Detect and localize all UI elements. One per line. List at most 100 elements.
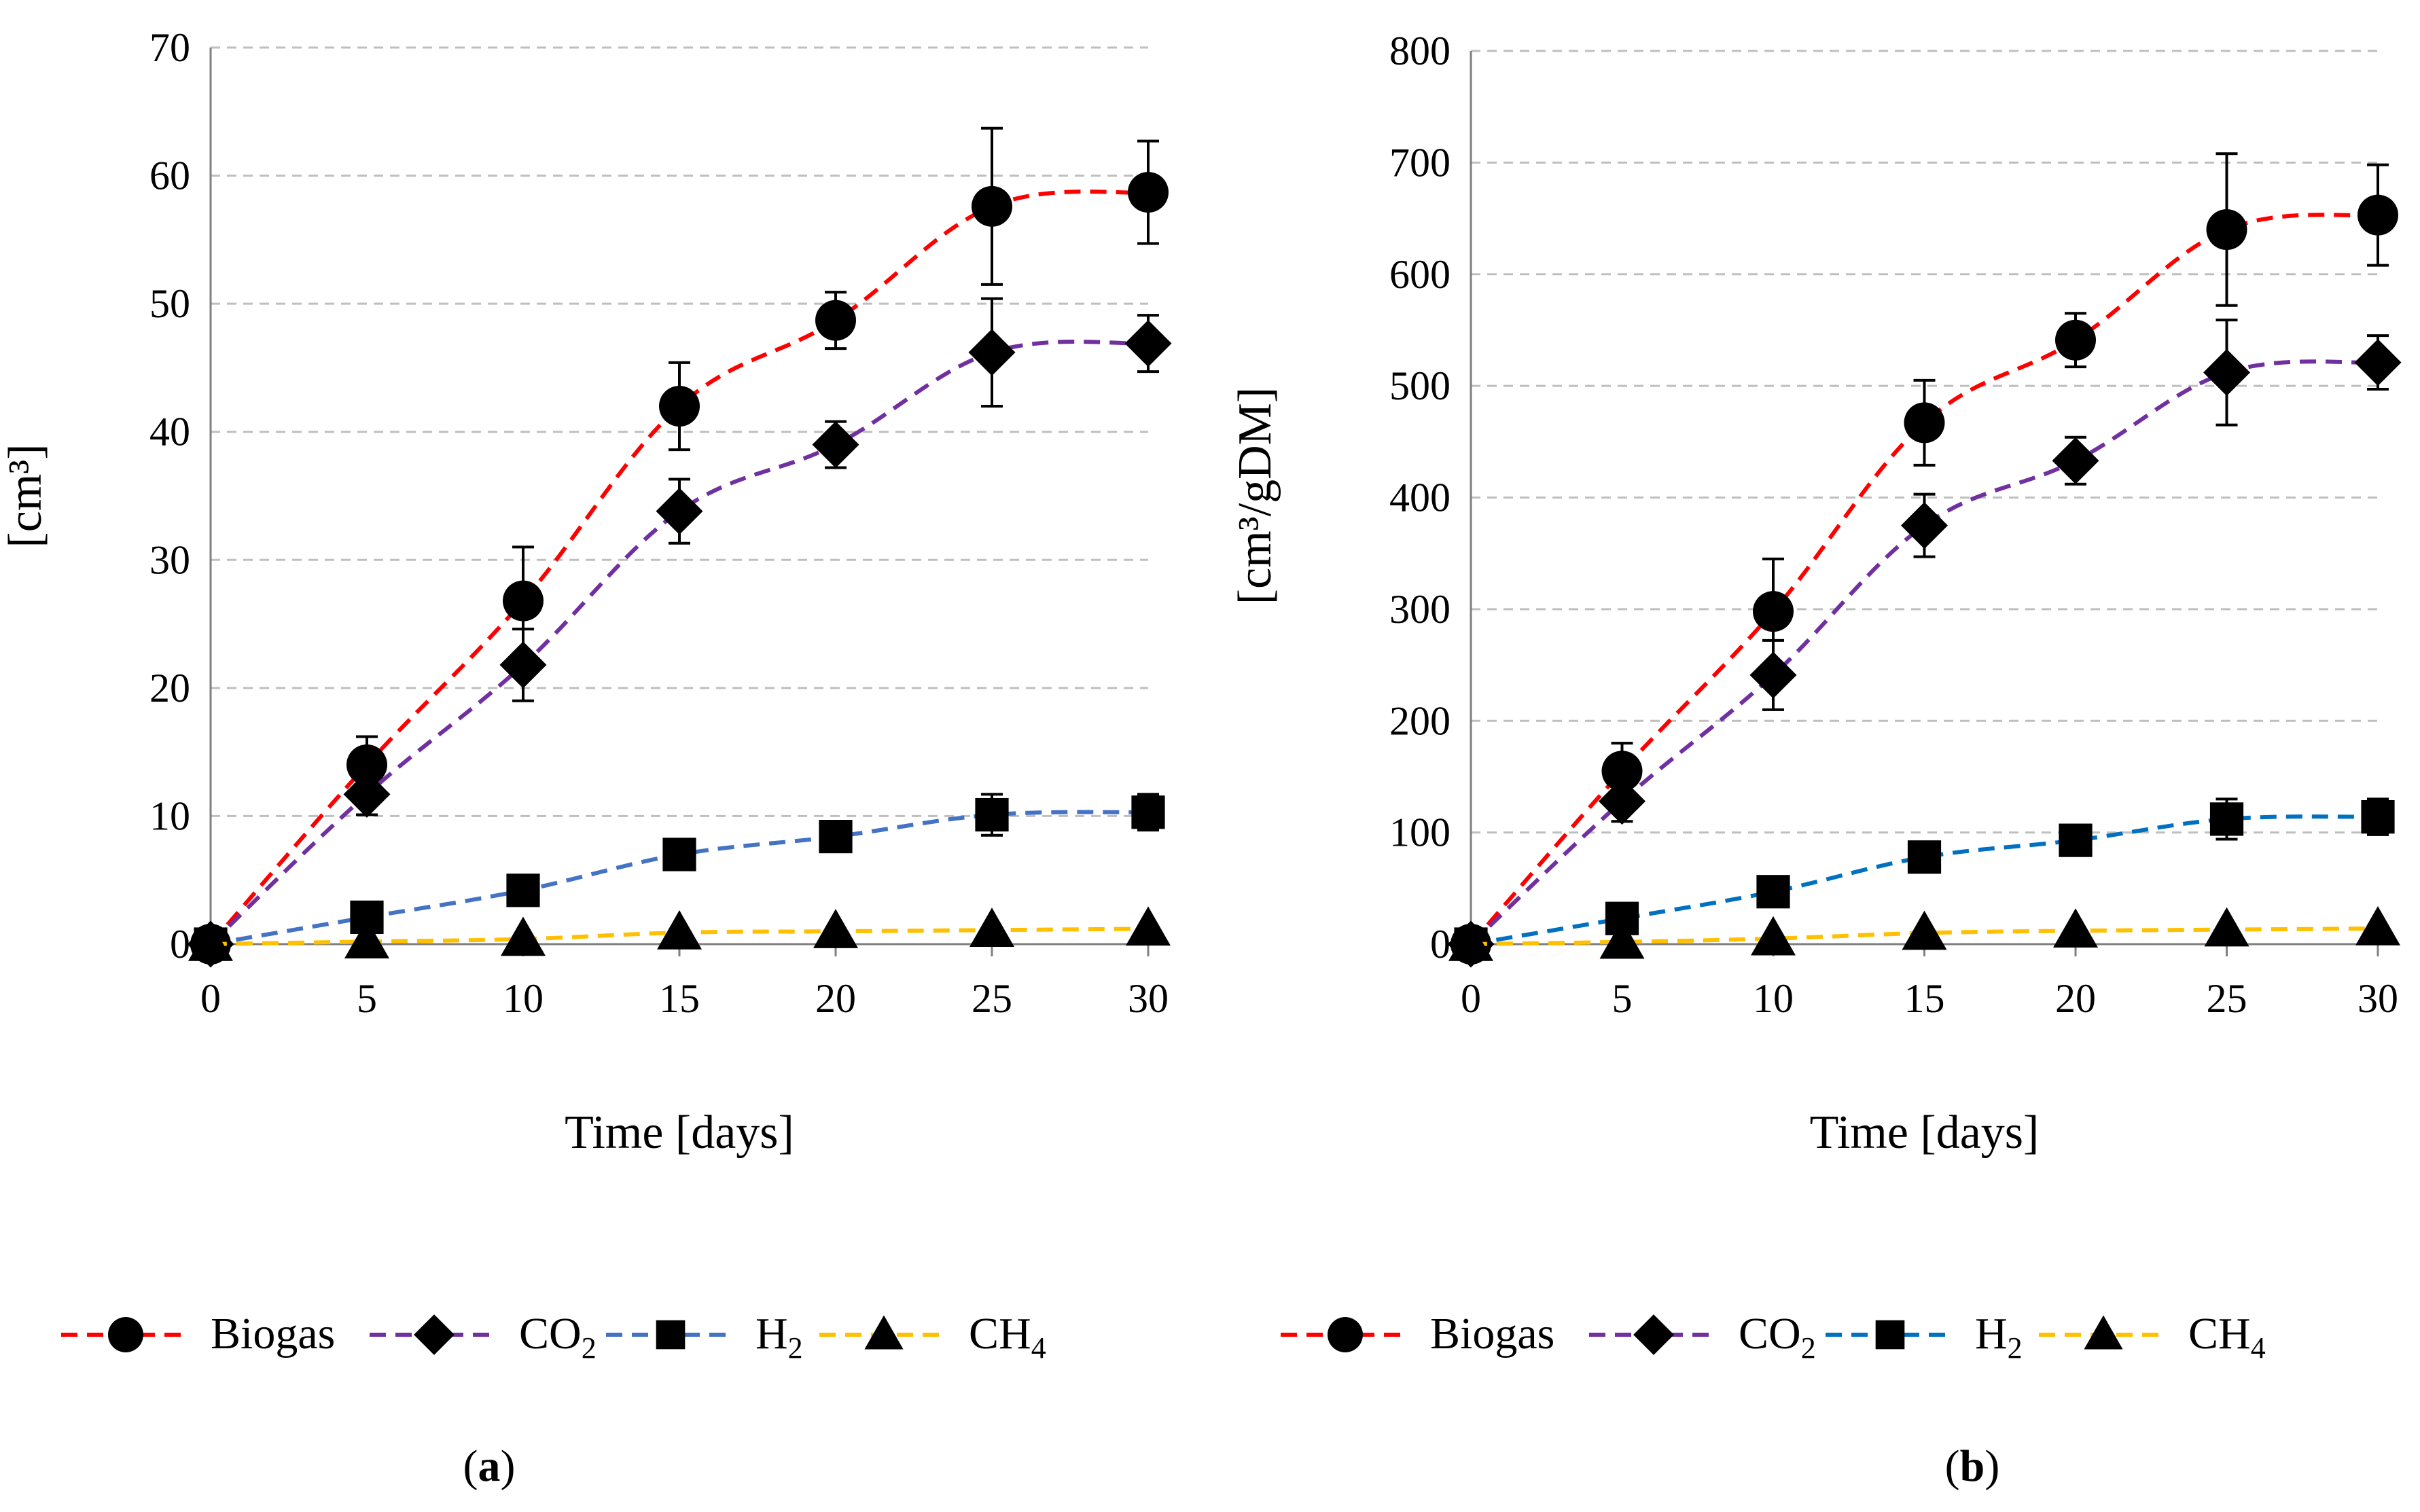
legend-item-h2: H2 xyxy=(1826,1309,2023,1365)
data-point-co2 xyxy=(1124,320,1172,367)
data-point-h2 xyxy=(2361,800,2395,834)
data-point-co2 xyxy=(812,421,859,469)
legend-marker xyxy=(656,1320,686,1350)
legend-label: H2 xyxy=(755,1309,803,1365)
x-tick-label: 0 xyxy=(200,976,221,1021)
x-tick-label: 10 xyxy=(503,976,544,1021)
data-point-ch4 xyxy=(344,919,389,958)
y-tick-label: 0 xyxy=(170,922,190,967)
data-point-biogas xyxy=(2206,209,2247,250)
data-point-ch4 xyxy=(1902,910,1947,950)
panel-label: (b) xyxy=(1945,1441,2000,1491)
data-point-ch4 xyxy=(969,907,1014,948)
x-tick-label: 10 xyxy=(1753,976,1794,1021)
y-tick-label: 600 xyxy=(1389,252,1451,297)
y-tick-label: 50 xyxy=(149,281,190,326)
legend-label: CH4 xyxy=(969,1309,1046,1365)
data-point-co2 xyxy=(656,488,703,535)
x-axis-title: Time [days] xyxy=(565,1106,794,1159)
data-point-h2 xyxy=(1131,795,1165,829)
legend-item-ch4: CH4 xyxy=(2039,1309,2266,1365)
legend-marker xyxy=(1633,1314,1674,1355)
y-tick-label: 20 xyxy=(149,666,190,710)
x-tick-label: 5 xyxy=(1612,976,1633,1021)
data-point-biogas xyxy=(503,580,544,622)
legend-item-biogas: Biogas xyxy=(1281,1309,1554,1358)
legend-label: Biogas xyxy=(211,1309,335,1358)
data-point-biogas xyxy=(815,300,856,341)
y-tick-label: 60 xyxy=(149,154,190,198)
y-axis-title: [cm³/gDM] xyxy=(1229,387,1281,605)
data-point-co2 xyxy=(968,329,1016,376)
legend: Biogas CO2 H2 CH4 xyxy=(61,1309,1046,1365)
series-ch4 xyxy=(1448,905,2400,961)
y-tick-label: 40 xyxy=(149,410,190,454)
data-point-h2 xyxy=(1907,840,1942,874)
legend-marker xyxy=(108,1317,143,1352)
data-point-h2 xyxy=(1756,875,1790,909)
data-point-co2 xyxy=(1749,651,1797,699)
legend-marker xyxy=(1328,1317,1363,1352)
y-axis-title: [cm³] xyxy=(0,444,52,547)
data-point-h2 xyxy=(2209,802,2244,836)
data-point-biogas xyxy=(2055,319,2096,361)
x-tick-label: 0 xyxy=(1461,976,1481,1021)
x-tick-label: 30 xyxy=(2357,976,2398,1021)
chart-panel-a: 0 10 20 30 40 50 60 70 0 5 10 15 20 25 30 Time [days] [c… xyxy=(0,25,1172,1491)
x-axis-title: Time [days] xyxy=(1810,1106,2040,1159)
legend-item-ch4: CH4 xyxy=(819,1309,1046,1365)
data-point-co2 xyxy=(1599,778,1645,825)
x-tick-label: 15 xyxy=(659,976,700,1021)
data-point-ch4 xyxy=(188,922,233,961)
x-tick-label: 30 xyxy=(1128,976,1169,1021)
legend-item-h2: H2 xyxy=(606,1309,803,1365)
y-tick-label: 10 xyxy=(149,793,190,838)
panel-label: (a) xyxy=(463,1441,516,1491)
legend: Biogas CO2 H2 CH4 xyxy=(1281,1309,2266,1365)
y-tick-label: 300 xyxy=(1389,587,1451,632)
x-tick-label: 25 xyxy=(2207,976,2247,1021)
data-point-biogas xyxy=(659,386,700,427)
data-point-biogas xyxy=(972,185,1012,227)
legend-marker xyxy=(2084,1315,2123,1350)
data-point-biogas xyxy=(1904,402,1945,444)
legend-label: CH4 xyxy=(2188,1309,2266,1365)
x-tick-label: 25 xyxy=(972,976,1012,1021)
legend-label: H2 xyxy=(1975,1309,2023,1365)
data-point-ch4 xyxy=(2053,908,2098,948)
data-point-ch4 xyxy=(501,916,546,956)
x-tick-label: 20 xyxy=(815,976,856,1021)
y-tick-label: 400 xyxy=(1389,475,1451,520)
data-point-biogas xyxy=(2357,194,2398,236)
data-point-h2 xyxy=(2059,823,2093,857)
data-point-ch4 xyxy=(1751,916,1796,956)
series-co2 xyxy=(1447,319,2402,968)
data-point-h2 xyxy=(819,820,853,854)
data-point-ch4 xyxy=(2204,907,2249,947)
data-point-ch4 xyxy=(1599,919,1645,959)
y-tick-label: 100 xyxy=(1389,810,1451,855)
legend-marker xyxy=(414,1314,455,1355)
data-point-ch4 xyxy=(2355,905,2400,946)
x-tick-label: 5 xyxy=(357,976,377,1021)
legend-marker xyxy=(1875,1320,1905,1350)
data-point-biogas xyxy=(1128,172,1169,213)
data-point-ch4 xyxy=(813,909,858,948)
y-tick-label: 200 xyxy=(1389,698,1451,743)
data-point-h2 xyxy=(975,797,1009,832)
x-tick-label: 20 xyxy=(2055,976,2096,1021)
series-ch4 xyxy=(188,906,1171,961)
data-point-co2 xyxy=(1901,502,1948,550)
data-point-h2 xyxy=(662,838,696,871)
y-tick-label: 0 xyxy=(1430,922,1451,967)
chart-panel-b: 0 100 200 300 400 500 600 700 800 0 5 10 15 20 25 30 Tim… xyxy=(1229,29,2402,1491)
data-point-co2 xyxy=(499,641,547,689)
y-tick-label: 700 xyxy=(1389,140,1451,185)
legend-marker xyxy=(864,1315,904,1350)
y-tick-label: 30 xyxy=(149,537,190,582)
legend-label: CO2 xyxy=(519,1309,597,1365)
data-point-ch4 xyxy=(657,910,702,950)
data-point-biogas xyxy=(1753,591,1794,632)
legend-item-co2: CO2 xyxy=(1589,1309,1816,1365)
